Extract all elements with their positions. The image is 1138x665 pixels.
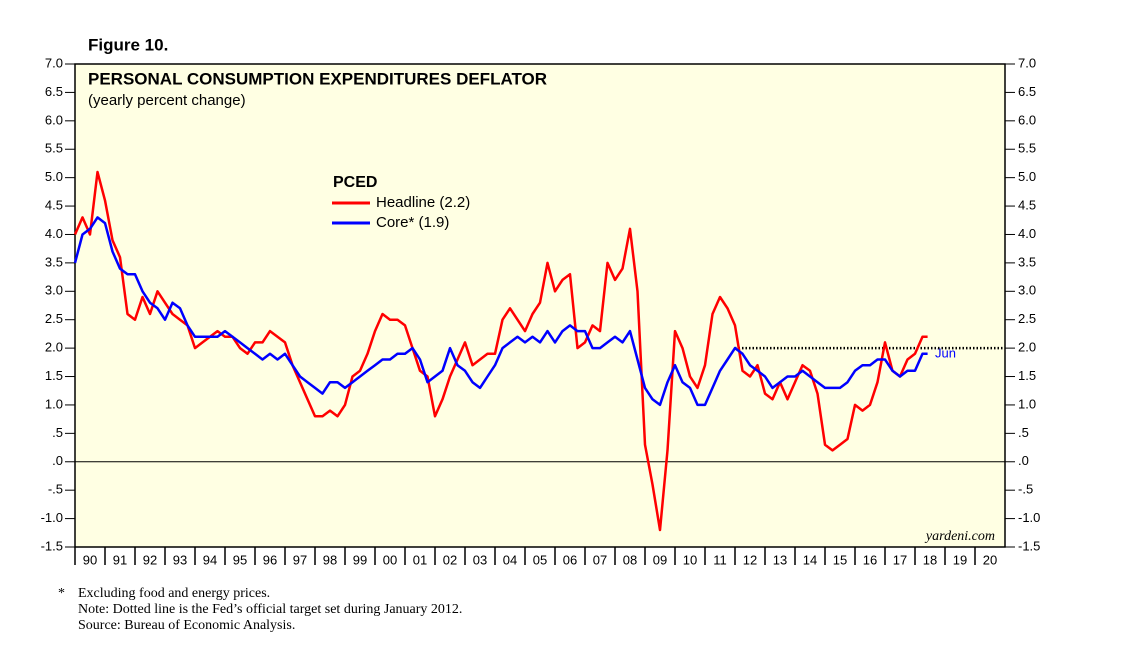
chart-subtitle: (yearly percent change) bbox=[88, 92, 246, 109]
y-tick-label: 1.5 bbox=[45, 368, 63, 383]
legend-title: PCED bbox=[333, 174, 377, 191]
legend-label: Core* (1.9) bbox=[376, 214, 449, 231]
y2-tick-label: 4.5 bbox=[1018, 197, 1036, 212]
footnote: Source: Bureau of Economic Analysis. bbox=[78, 618, 295, 633]
source-mark: yardeni.com bbox=[924, 529, 995, 544]
plot-area bbox=[74, 63, 1006, 548]
x-tick-label: 90 bbox=[83, 552, 97, 567]
x-tick-label: 97 bbox=[293, 552, 307, 567]
footnote: Note: Dotted line is the Fed’s official … bbox=[78, 602, 462, 617]
x-tick-label: 98 bbox=[323, 552, 337, 567]
x-tick-label: 12 bbox=[743, 552, 757, 567]
x-tick-label: 02 bbox=[443, 552, 457, 567]
y2-tick-label: .0 bbox=[1018, 453, 1029, 468]
x-tick-label: 95 bbox=[233, 552, 247, 567]
footnote: Excluding food and energy prices. bbox=[78, 586, 270, 601]
annotation: Jun bbox=[935, 345, 956, 360]
x-tick-label: 07 bbox=[593, 552, 607, 567]
x-tick-label: 00 bbox=[383, 552, 397, 567]
y-tick-label: 2.0 bbox=[45, 340, 63, 355]
y-tick-label: 5.0 bbox=[45, 169, 63, 184]
x-tick-label: 93 bbox=[173, 552, 187, 567]
y2-tick-label: 6.5 bbox=[1018, 84, 1036, 99]
y-tick-label: 7.0 bbox=[45, 55, 63, 70]
y2-tick-label: -1.5 bbox=[1018, 538, 1040, 553]
x-tick-label: 15 bbox=[833, 552, 847, 567]
y2-tick-label: 5.0 bbox=[1018, 169, 1036, 184]
y2-tick-label: .5 bbox=[1018, 425, 1029, 440]
y2-tick-label: -1.0 bbox=[1018, 510, 1040, 525]
y-tick-label: 3.0 bbox=[45, 283, 63, 298]
x-tick-label: 20 bbox=[983, 552, 997, 567]
legend-label: Headline (2.2) bbox=[376, 194, 470, 211]
x-tick-label: 03 bbox=[473, 552, 487, 567]
y-tick-label: 4.5 bbox=[45, 197, 63, 212]
x-tick-label: 19 bbox=[953, 552, 967, 567]
y2-tick-label: 6.0 bbox=[1018, 112, 1036, 127]
y2-tick-label: 5.5 bbox=[1018, 141, 1036, 156]
x-tick-label: 16 bbox=[863, 552, 877, 567]
y2-tick-label: 2.5 bbox=[1018, 311, 1036, 326]
y-tick-label: 5.5 bbox=[45, 141, 63, 156]
y-tick-label: 6.0 bbox=[45, 112, 63, 127]
y2-tick-label: 2.0 bbox=[1018, 340, 1036, 355]
x-tick-label: 91 bbox=[113, 552, 127, 567]
figure-label: Figure 10. bbox=[88, 35, 168, 54]
x-tick-label: 08 bbox=[623, 552, 637, 567]
x-tick-label: 94 bbox=[203, 552, 217, 567]
series-line bbox=[73, 216, 928, 407]
x-tick-label: 13 bbox=[773, 552, 787, 567]
y2-tick-label: 3.5 bbox=[1018, 254, 1036, 269]
x-tick-label: 11 bbox=[713, 552, 727, 567]
y-tick-label: -.5 bbox=[48, 482, 63, 497]
y-tick-label: .0 bbox=[52, 453, 63, 468]
series-line bbox=[73, 170, 928, 532]
x-tick-label: 01 bbox=[413, 552, 427, 567]
y2-tick-label: 1.0 bbox=[1018, 396, 1036, 411]
x-tick-label: 99 bbox=[353, 552, 367, 567]
y-tick-label: -1.0 bbox=[41, 510, 63, 525]
y2-tick-label: 7.0 bbox=[1018, 55, 1036, 70]
x-tick-label: 18 bbox=[923, 552, 937, 567]
y2-tick-label: 1.5 bbox=[1018, 368, 1036, 383]
x-tick-label: 09 bbox=[653, 552, 667, 567]
y2-tick-label: 3.0 bbox=[1018, 283, 1036, 298]
y-tick-label: 1.0 bbox=[45, 396, 63, 411]
y-tick-label: 3.5 bbox=[45, 254, 63, 269]
x-tick-label: 05 bbox=[533, 552, 547, 567]
y-tick-label: 2.5 bbox=[45, 311, 63, 326]
x-tick-label: 96 bbox=[263, 552, 277, 567]
chart-title: PERSONAL CONSUMPTION EXPENDITURES DEFLAT… bbox=[88, 69, 547, 88]
y2-tick-label: -.5 bbox=[1018, 482, 1033, 497]
x-tick-label: 06 bbox=[563, 552, 577, 567]
x-tick-label: 17 bbox=[893, 552, 907, 567]
y-tick-label: 6.5 bbox=[45, 84, 63, 99]
y2-tick-label: 4.0 bbox=[1018, 226, 1036, 241]
y-tick-label: -1.5 bbox=[41, 538, 63, 553]
x-tick-label: 92 bbox=[143, 552, 157, 567]
y-tick-label: .5 bbox=[52, 425, 63, 440]
x-tick-label: 14 bbox=[803, 552, 817, 567]
x-tick-label: 04 bbox=[503, 552, 517, 567]
x-tick-label: 10 bbox=[683, 552, 697, 567]
y-tick-label: 4.0 bbox=[45, 226, 63, 241]
footnote-marker: * bbox=[58, 586, 65, 601]
